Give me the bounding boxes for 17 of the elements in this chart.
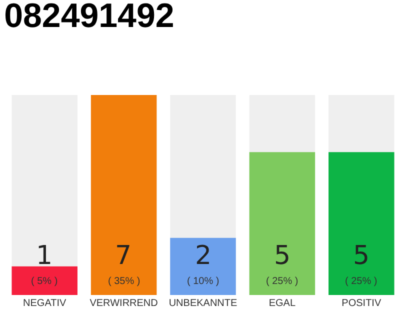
chart-title: 082491492	[4, 0, 174, 35]
annotation: ( 25% )	[266, 276, 298, 287]
x-tick-label: VERWIRREND	[90, 298, 158, 309]
annotation: ( 5% )	[31, 276, 58, 287]
x-tick-label: NEGATIV	[23, 298, 67, 309]
x-tick-label: POSITIV	[342, 298, 382, 309]
data-label: 5	[274, 241, 291, 271]
x-tick-label: EGAL	[268, 298, 296, 309]
annotation: ( 10% )	[187, 276, 220, 287]
data-label: 5	[353, 241, 370, 271]
data-label: 1	[36, 241, 53, 271]
data-label: 2	[195, 241, 212, 271]
annotation: ( 25% )	[345, 276, 378, 287]
bar	[12, 266, 78, 295]
annotation: ( 35% )	[108, 276, 140, 287]
data-label: 7	[115, 241, 132, 271]
x-tick-label: UNBEKANNTE	[168, 298, 238, 309]
